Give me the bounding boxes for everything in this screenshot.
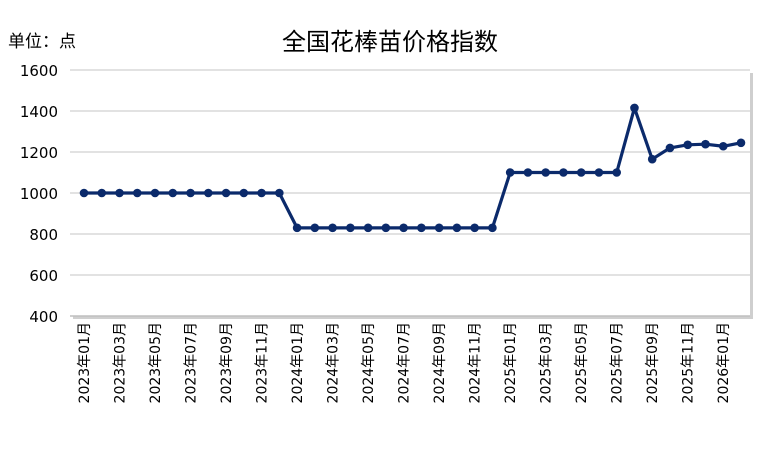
x-tick-label: 2025年05月 xyxy=(574,322,590,403)
x-tick-label: 2024年09月 xyxy=(432,322,448,403)
y-tick-label: 1000 xyxy=(20,185,58,203)
y-tick-label: 1200 xyxy=(20,144,58,162)
data-point xyxy=(257,188,266,198)
y-tick-label: 1600 xyxy=(20,62,58,80)
data-point xyxy=(559,168,568,177)
data-point xyxy=(612,168,622,177)
data-point xyxy=(470,223,479,233)
data-point xyxy=(132,188,142,198)
data-point xyxy=(417,223,426,233)
data-point xyxy=(203,188,213,198)
data-point xyxy=(79,188,89,198)
chart-title: 全国花棒苗价格指数 xyxy=(282,28,498,56)
x-tick-label: 2024年11月 xyxy=(468,322,484,403)
data-point xyxy=(328,223,337,233)
data-point xyxy=(576,168,586,177)
data-point xyxy=(239,188,249,198)
x-tick-label: 2023年05月 xyxy=(148,322,164,403)
data-point xyxy=(399,223,408,233)
x-tick-label: 2024年05月 xyxy=(361,322,377,403)
data-point xyxy=(594,168,604,177)
data-point xyxy=(150,188,160,198)
data-point xyxy=(505,168,515,177)
y-tick-label: 400 xyxy=(29,308,58,326)
y-tick-label: 1400 xyxy=(20,103,58,121)
data-point xyxy=(647,154,657,164)
data-point xyxy=(115,188,124,198)
y-tick-label: 800 xyxy=(29,226,58,244)
data-point xyxy=(310,223,320,233)
data-point xyxy=(523,168,533,177)
data-point xyxy=(221,188,231,198)
x-tick-label: 2025年03月 xyxy=(539,322,555,403)
data-point xyxy=(275,188,284,198)
x-tick-label: 2026年01月 xyxy=(716,322,732,403)
data-point xyxy=(630,103,639,113)
x-tick-label: 2023年07月 xyxy=(184,322,200,403)
data-point xyxy=(381,223,391,233)
x-tick-label: 2023年11月 xyxy=(255,322,271,403)
x-tick-label: 2023年09月 xyxy=(219,322,235,403)
x-tick-label: 2025年01月 xyxy=(503,322,519,403)
x-tick-label: 2025年11月 xyxy=(681,322,697,403)
data-point xyxy=(683,140,693,150)
x-tick-label: 2024年07月 xyxy=(397,322,413,403)
data-point xyxy=(168,188,178,198)
data-point xyxy=(97,188,107,198)
y-tick-label: 600 xyxy=(29,267,58,285)
data-point xyxy=(665,143,675,153)
x-tick-label: 2025年07月 xyxy=(610,322,626,403)
data-point xyxy=(718,141,728,151)
data-point xyxy=(736,138,746,148)
x-tick-label: 2023年03月 xyxy=(113,322,129,403)
x-tick-label: 2023年01月 xyxy=(77,322,93,403)
data-point xyxy=(434,223,444,233)
data-point xyxy=(292,223,302,233)
x-tick-label: 2025年09月 xyxy=(645,322,661,403)
x-tick-label: 2024年01月 xyxy=(290,322,306,403)
data-point xyxy=(488,223,497,233)
data-point xyxy=(701,139,710,149)
data-point xyxy=(541,168,550,177)
data-point xyxy=(363,223,373,233)
x-tick-label: 2024年03月 xyxy=(326,322,342,403)
unit-label: 单位：点 xyxy=(8,32,76,52)
data-point xyxy=(346,223,355,233)
data-point xyxy=(452,223,462,233)
data-point xyxy=(186,188,195,198)
